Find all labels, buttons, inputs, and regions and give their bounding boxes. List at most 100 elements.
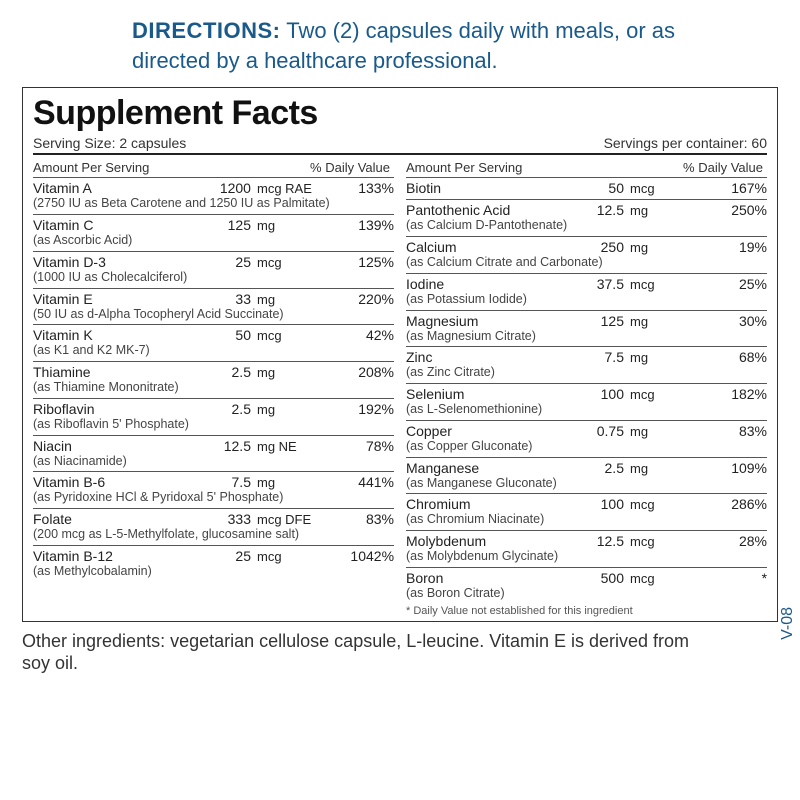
nutrient-row: Vitamin B-67.5mg441%(as Pyridoxine HCl &… <box>33 472 394 509</box>
nutrient-amount: 33 <box>182 291 251 307</box>
nutrient-name: Chromium <box>406 496 555 512</box>
nutrient-note: (50 IU as d-Alpha Tocopheryl Acid Succin… <box>33 307 394 322</box>
nutrient-row: Folate333mcg DFE83%(200 mcg as L-5-Methy… <box>33 509 394 546</box>
nutrient-unit: mcg <box>624 571 699 586</box>
nutrient-name: Boron <box>406 570 555 586</box>
nutrient-dv: 286% <box>699 496 768 512</box>
nutrient-note: (as Boron Citrate) <box>406 586 767 601</box>
nutrient-name: Zinc <box>406 349 555 365</box>
nutrient-amount: 12.5 <box>555 202 624 218</box>
nutrient-dv: 133% <box>326 180 395 196</box>
nutrient-amount: 2.5 <box>555 460 624 476</box>
nutrient-unit: mcg <box>251 549 326 564</box>
nutrient-amount: 12.5 <box>182 438 251 454</box>
product-code: V-08 <box>779 607 797 640</box>
nutrient-dv: 78% <box>326 438 395 454</box>
nutrient-name: Folate <box>33 511 182 527</box>
header-dv: % Daily Value <box>614 160 767 175</box>
nutrient-name: Niacin <box>33 438 182 454</box>
nutrient-row: Niacin12.5mg NE78%(as Niacinamide) <box>33 436 394 473</box>
nutrient-unit: mg <box>251 292 326 307</box>
nutrient-unit: mcg <box>624 534 699 549</box>
nutrient-amount: 37.5 <box>555 276 624 292</box>
supplement-facts-panel: Supplement Facts Serving Size: 2 capsule… <box>22 87 778 621</box>
nutrient-name: Copper <box>406 423 555 439</box>
nutrient-dv: 68% <box>699 349 768 365</box>
nutrient-dv: 182% <box>699 386 768 402</box>
nutrient-note: (as Riboflavin 5' Phosphate) <box>33 417 394 432</box>
nutrient-unit: mg <box>624 424 699 439</box>
nutrient-dv: 83% <box>326 511 395 527</box>
nutrient-dv: * <box>699 570 768 586</box>
nutrient-name: Vitamin C <box>33 217 182 233</box>
nutrient-amount: 7.5 <box>555 349 624 365</box>
nutrient-name: Vitamin E <box>33 291 182 307</box>
nutrient-unit: mg <box>251 218 326 233</box>
nutrient-amount: 50 <box>555 180 624 196</box>
nutrient-dv: 441% <box>326 474 395 490</box>
nutrient-row: Manganese2.5mg109%(as Manganese Gluconat… <box>406 458 767 495</box>
nutrient-dv: 125% <box>326 254 395 270</box>
nutrient-name: Vitamin B-12 <box>33 548 182 564</box>
nutrient-dv: 1042% <box>326 548 395 564</box>
nutrient-amount: 125 <box>555 313 624 329</box>
nutrient-dv: 19% <box>699 239 768 255</box>
nutrient-note: (as Manganese Gluconate) <box>406 476 767 491</box>
nutrient-dv: 220% <box>326 291 395 307</box>
nutrient-note: (as Methylcobalamin) <box>33 564 394 579</box>
nutrient-unit: mg <box>251 402 326 417</box>
nutrient-amount: 250 <box>555 239 624 255</box>
nutrient-unit: mg <box>624 314 699 329</box>
nutrient-note: (as Potassium Iodide) <box>406 292 767 307</box>
nutrient-name: Selenium <box>406 386 555 402</box>
nutrient-unit: mcg <box>251 255 326 270</box>
nutrient-amount: 0.75 <box>555 423 624 439</box>
nutrient-dv: 167% <box>699 180 768 196</box>
nutrient-dv: 250% <box>699 202 768 218</box>
serving-size: Serving Size: 2 capsules <box>33 135 186 151</box>
nutrient-unit: mg <box>251 365 326 380</box>
nutrient-name: Vitamin B-6 <box>33 474 182 490</box>
nutrient-note: (as Molybdenum Glycinate) <box>406 549 767 564</box>
header-amount: Amount Per Serving <box>33 160 241 175</box>
nutrient-unit: mcg <box>624 181 699 196</box>
nutrient-row: Magnesium125mg30%(as Magnesium Citrate) <box>406 311 767 348</box>
nutrient-note: (as Niacinamide) <box>33 454 394 469</box>
nutrient-unit: mcg <box>624 497 699 512</box>
nutrient-row: Vitamin A1200mcg RAE133%(2750 IU as Beta… <box>33 178 394 215</box>
nutrient-unit: mg NE <box>251 439 326 454</box>
nutrient-row: Iodine37.5mcg25%(as Potassium Iodide) <box>406 274 767 311</box>
nutrient-amount: 100 <box>555 496 624 512</box>
dv-footnote: * Daily Value not established for this i… <box>406 604 767 617</box>
nutrient-unit: mcg RAE <box>251 181 326 196</box>
nutrient-row: Copper0.75mg83%(as Copper Gluconate) <box>406 421 767 458</box>
nutrient-row: Calcium250mg19%(as Calcium Citrate and C… <box>406 237 767 274</box>
nutrient-unit: mg <box>624 203 699 218</box>
nutrient-unit: mg <box>251 475 326 490</box>
other-ingredients: Other ingredients: vegetarian cellulose … <box>22 630 778 675</box>
header-dv: % Daily Value <box>241 160 394 175</box>
nutrient-note: (as Ascorbic Acid) <box>33 233 394 248</box>
nutrient-note: (as Calcium Citrate and Carbonate) <box>406 255 767 270</box>
nutrient-amount: 25 <box>182 548 251 564</box>
column-header: Amount Per Serving % Daily Value <box>33 157 394 178</box>
nutrient-row: Boron500mcg*(as Boron Citrate) <box>406 568 767 604</box>
nutrient-note: (as L-Selenomethionine) <box>406 402 767 417</box>
nutrient-row: Molybdenum12.5mcg28%(as Molybdenum Glyci… <box>406 531 767 568</box>
nutrient-note: (1000 IU as Cholecalciferol) <box>33 270 394 285</box>
nutrient-name: Vitamin K <box>33 327 182 343</box>
nutrient-note: (as Magnesium Citrate) <box>406 329 767 344</box>
nutrient-name: Magnesium <box>406 313 555 329</box>
serving-row: Serving Size: 2 capsules Servings per co… <box>33 135 767 155</box>
header-amount: Amount Per Serving <box>406 160 614 175</box>
nutrient-unit: mcg <box>624 387 699 402</box>
nutrient-name: Pantothenic Acid <box>406 202 555 218</box>
nutrient-unit: mcg <box>251 328 326 343</box>
nutrient-row: Vitamin C125mg139%(as Ascorbic Acid) <box>33 215 394 252</box>
nutrient-unit: mg <box>624 461 699 476</box>
nutrient-unit: mcg <box>624 277 699 292</box>
nutrient-name: Manganese <box>406 460 555 476</box>
nutrient-note: (as Chromium Niacinate) <box>406 512 767 527</box>
nutrient-dv: 25% <box>699 276 768 292</box>
nutrient-amount: 7.5 <box>182 474 251 490</box>
